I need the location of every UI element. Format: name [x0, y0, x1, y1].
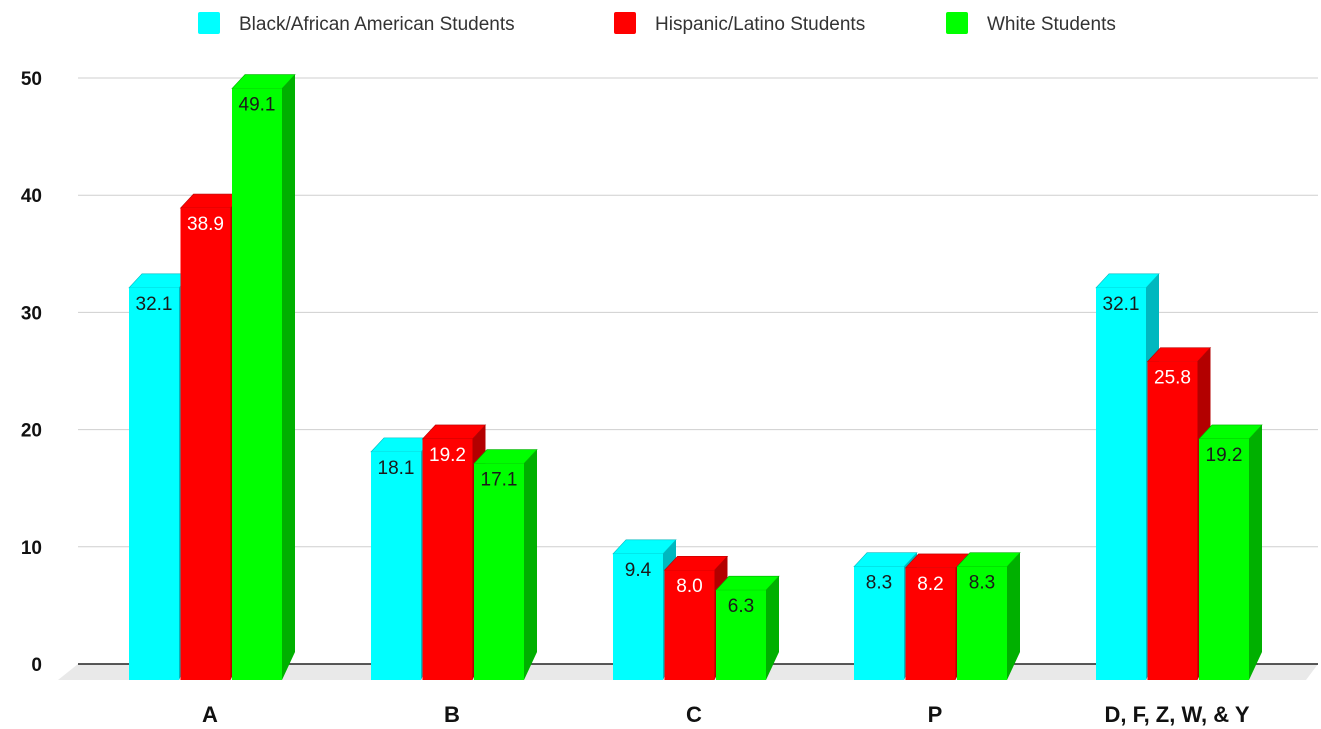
data-label: 19.2 — [1206, 445, 1243, 466]
bar-front — [232, 88, 282, 681]
data-label: 49.1 — [239, 95, 276, 116]
legend-label: White Students — [987, 14, 1116, 35]
data-label: 8.2 — [917, 574, 943, 595]
bar-side — [1249, 424, 1262, 680]
data-label: 19.2 — [429, 445, 466, 466]
x-tick-label: B — [444, 702, 460, 727]
bars — [128, 74, 1263, 681]
bar-side — [524, 449, 537, 680]
y-tick-label: 0 — [31, 655, 42, 676]
data-label: 8.0 — [676, 576, 702, 597]
y-tick-label: 20 — [21, 421, 42, 442]
legend-label: Black/African American Students — [239, 14, 515, 35]
bar — [956, 552, 1021, 680]
bar-side — [1007, 552, 1020, 680]
y-tick-label: 30 — [21, 303, 42, 324]
legend-swatch — [614, 12, 636, 34]
axes: 0 10 20 30 40 50 A B C P D, F, Z, W, & Y — [21, 69, 1250, 727]
data-label: 25.8 — [1154, 368, 1191, 389]
data-label: 8.3 — [866, 573, 892, 594]
legend-item: Black/African American Students — [198, 12, 515, 35]
bar-side — [282, 74, 295, 681]
bar-front — [1199, 438, 1249, 680]
bar-front — [129, 287, 179, 680]
legend-label: Hispanic/Latino Students — [655, 14, 865, 35]
data-label: 32.1 — [136, 294, 173, 315]
bar — [473, 449, 538, 680]
legend-item: White Students — [946, 12, 1116, 35]
bar-front — [905, 567, 956, 680]
data-label: 38.9 — [187, 214, 224, 235]
bar-front — [371, 451, 421, 680]
bar — [1198, 424, 1263, 680]
data-label: 32.1 — [1103, 294, 1140, 315]
bar-front — [422, 438, 473, 680]
y-tick-label: 40 — [21, 186, 42, 207]
bar-side — [766, 576, 779, 680]
y-tick-label: 10 — [21, 538, 42, 559]
bar-front — [1147, 361, 1198, 680]
data-label: 18.1 — [378, 458, 415, 479]
bar — [715, 575, 780, 680]
bar-front — [664, 570, 715, 680]
data-label: 6.3 — [728, 596, 754, 617]
x-tick-label: D, F, Z, W, & Y — [1104, 702, 1249, 727]
data-labels: 32.1 38.9 49.1 18.1 19.2 17.1 9.4 8.0 6.3 8.3 8.2 8… — [136, 95, 1243, 618]
data-label: 9.4 — [625, 560, 652, 581]
bar-front — [474, 463, 524, 680]
legend-swatch — [198, 12, 220, 34]
y-tick-label: 50 — [21, 69, 42, 90]
bar — [231, 74, 296, 681]
bar-front — [180, 208, 231, 681]
data-label: 17.1 — [481, 470, 518, 491]
bar-front — [613, 553, 663, 680]
bar-front — [957, 566, 1007, 680]
legend-swatch — [946, 12, 968, 34]
legend-item: Hispanic/Latino Students — [614, 12, 865, 35]
bar-front — [1096, 287, 1146, 680]
bar-front — [716, 590, 766, 680]
x-tick-label: C — [686, 702, 702, 727]
data-label: 8.3 — [969, 573, 995, 594]
x-tick-label: A — [202, 702, 218, 727]
bar-front — [854, 566, 904, 680]
x-tick-label: P — [928, 702, 943, 727]
legend: Black/African American Students Hispanic/… — [198, 12, 1116, 35]
